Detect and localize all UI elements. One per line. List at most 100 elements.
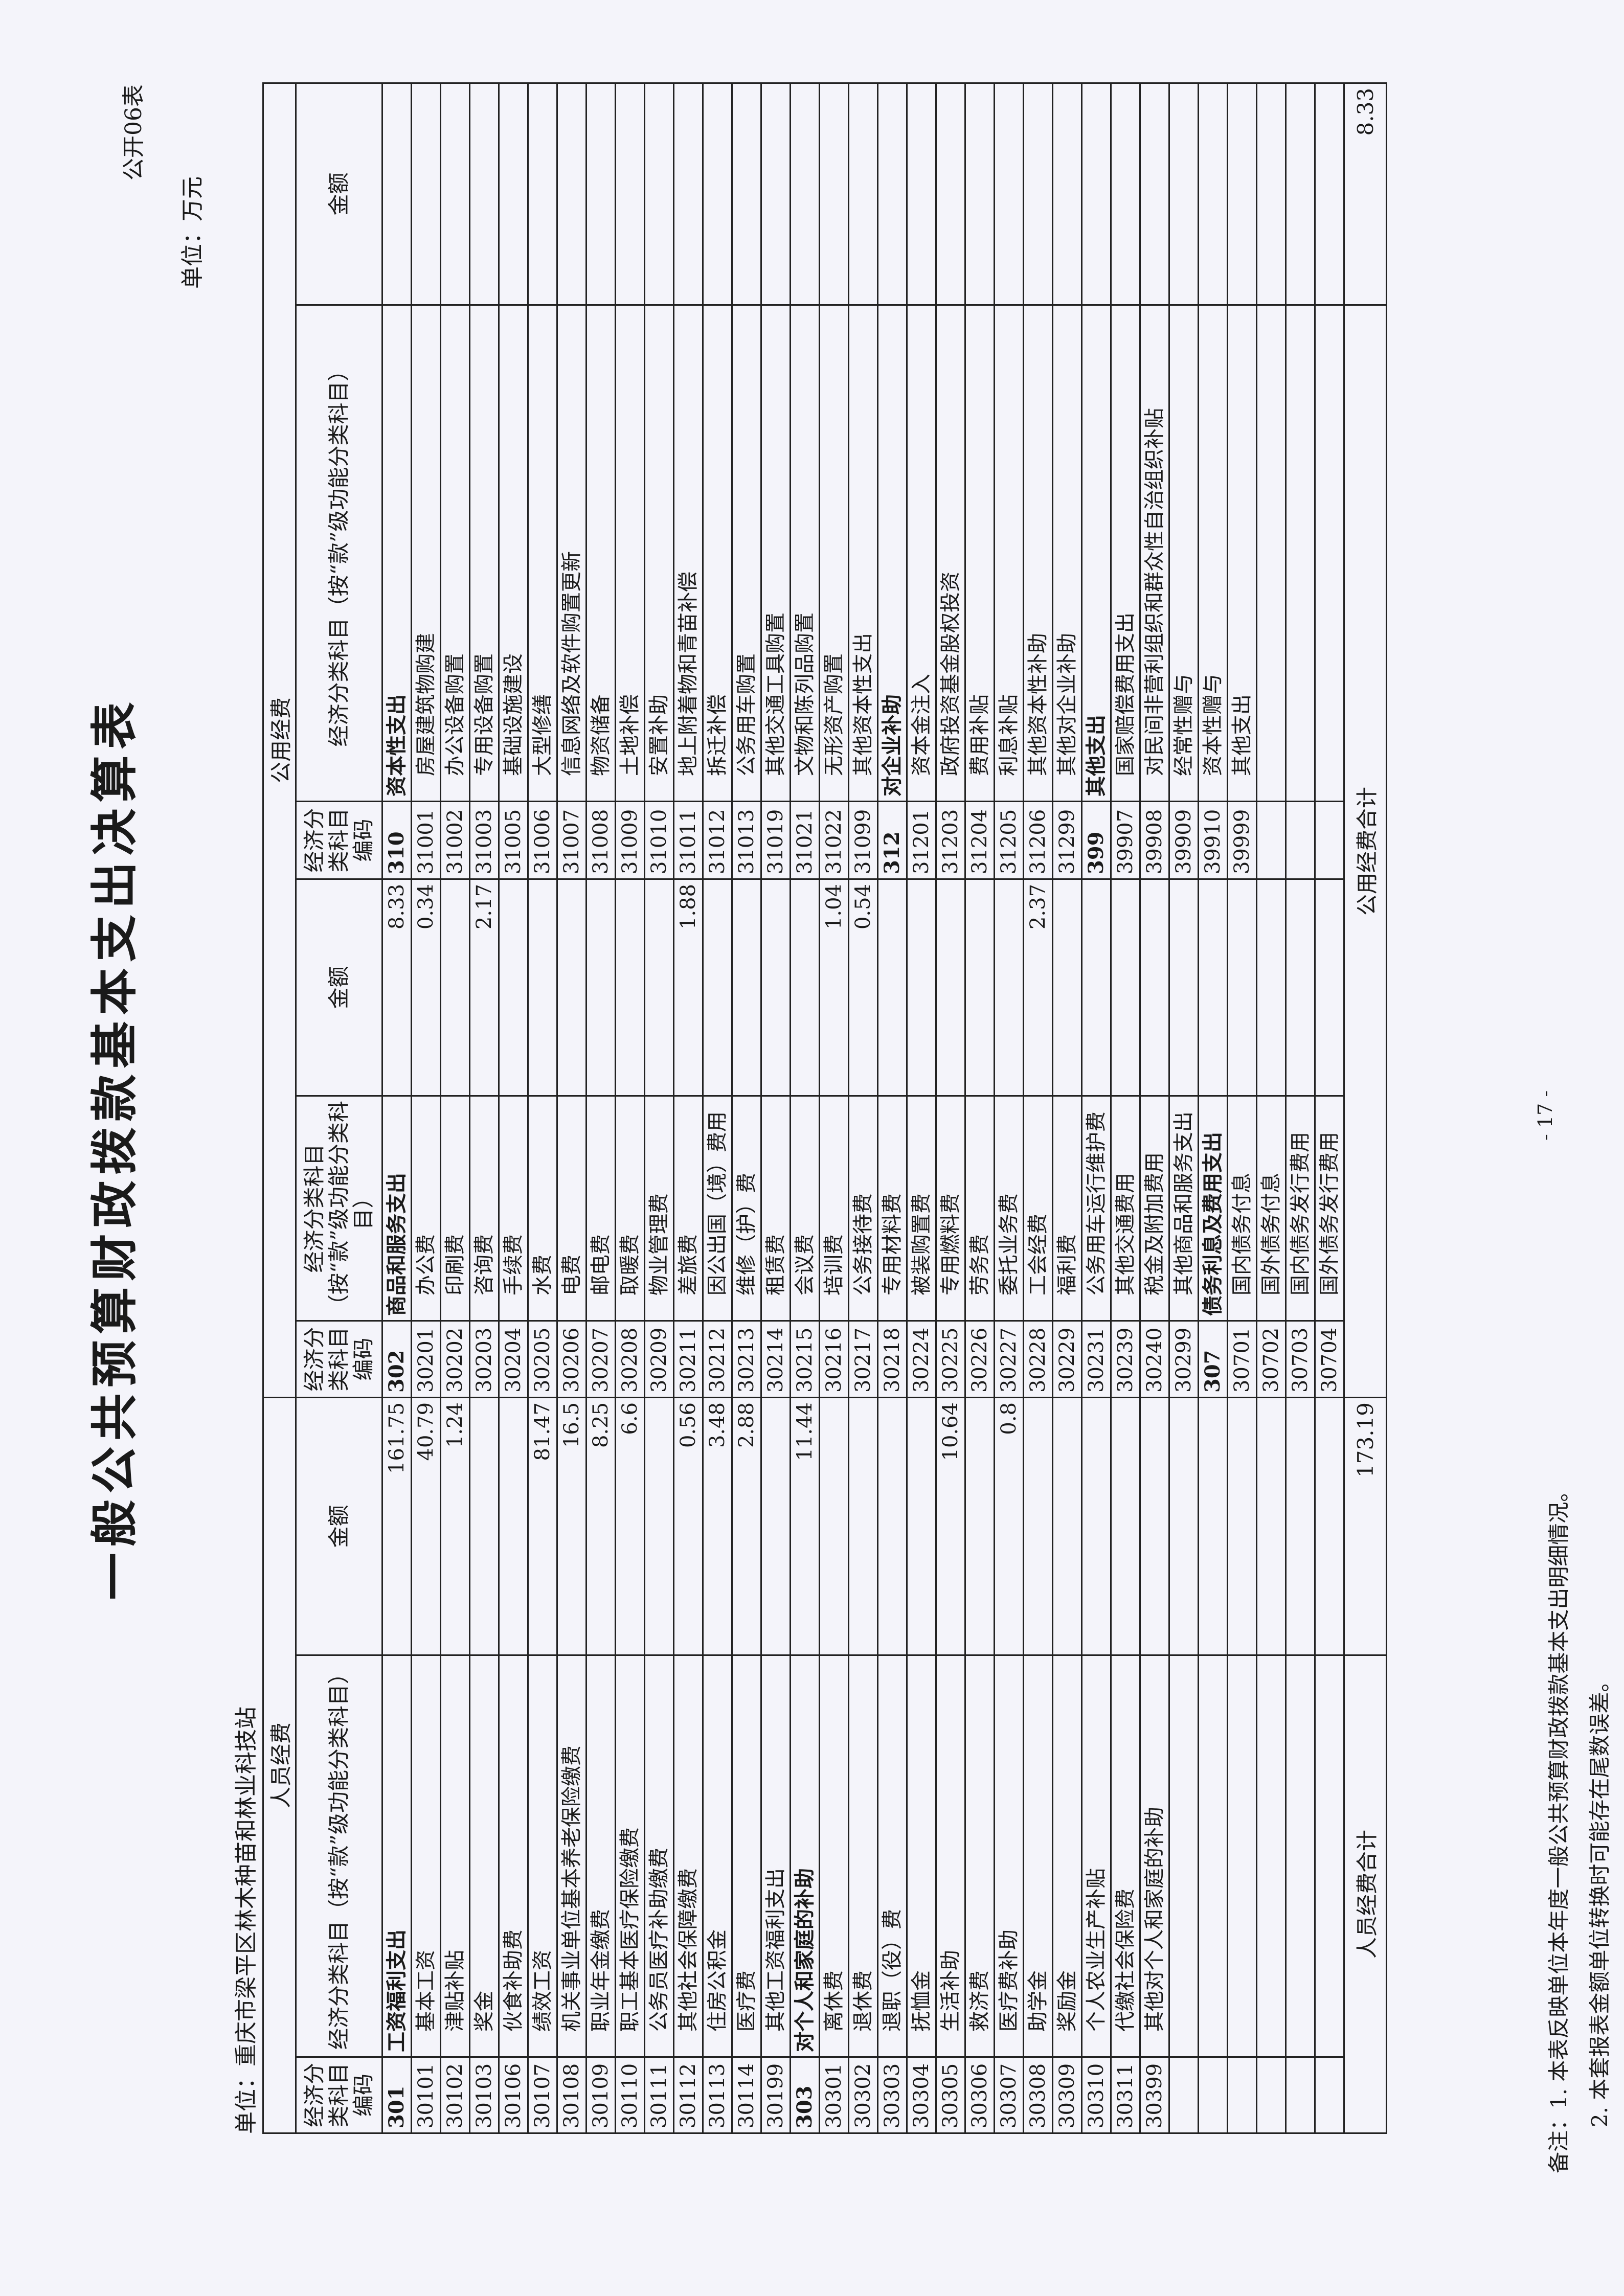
goods-services-name-cell: 国外债务付息	[1256, 1096, 1286, 1321]
goods-services-code-cell: 30702	[1256, 1321, 1286, 1398]
capital-name-cell: 政府投资基金股权投资	[936, 305, 965, 802]
capital-amount-cell	[1256, 83, 1286, 305]
note-line-1: 备注：1. 本表反映单位本年度一般公共预算财政拨款基本支出明细情况。	[1546, 1480, 1571, 2173]
personnel-name-cell: 代缴社会保险费	[1111, 1655, 1140, 2057]
personnel-code-cell: 30307	[994, 2057, 1024, 2133]
goods-services-code-cell: 30228	[1023, 1321, 1053, 1398]
page-title: 一般公共预算财政拨款基本支出决算表	[87, 696, 142, 1600]
goods-services-name-cell: 债务利息及费用支出	[1198, 1096, 1228, 1321]
goods-services-name-cell: 印刷费	[440, 1096, 470, 1321]
goods-services-code-cell: 30227	[994, 1321, 1024, 1398]
table-row: 30307 医疗费补助 0.8 30227 委托业务费 31205 利息补贴	[994, 83, 1024, 2133]
table-row: 30299 其他商品和服务支出 39909 经常性赠与	[1169, 83, 1199, 2133]
capital-amount-cell	[499, 83, 528, 305]
personnel-amount-cell	[469, 1397, 499, 1655]
public-total-value: 8.33	[1344, 83, 1387, 305]
capital-amount-cell	[1315, 83, 1344, 305]
capital-amount-cell	[528, 83, 557, 305]
personnel-amount-cell	[848, 1397, 878, 1655]
capital-amount-cell	[615, 83, 645, 305]
capital-code-cell: 31012	[703, 801, 732, 879]
capital-name-cell: 资本性赠与	[1198, 305, 1228, 802]
personnel-amount-cell	[1081, 1397, 1111, 1655]
capital-name-cell: 经常性赠与	[1169, 305, 1199, 802]
goods-services-name-cell: 咨询费	[469, 1096, 499, 1321]
personnel-code-cell: 30399	[1140, 2057, 1169, 2133]
goods-services-code-cell: 30208	[615, 1321, 645, 1398]
goods-services-amount-cell	[586, 879, 616, 1096]
goods-services-name-cell: 手续费	[499, 1096, 528, 1321]
capital-amount-cell	[644, 83, 674, 305]
capital-name-cell: 对民间非营利组织和群众性自治组织补贴	[1140, 305, 1169, 802]
capital-name-cell: 安置补助	[644, 305, 674, 802]
personnel-code-cell: 30304	[907, 2057, 936, 2133]
public-total-label: 公用经费合计	[1344, 305, 1387, 1398]
personnel-name-cell: 公务员医疗补助缴费	[644, 1655, 674, 2057]
goods-services-amount-cell	[1198, 879, 1228, 1096]
table-row: 30310 个人农业生产补贴 30231 公务用车运行维护费 399 其他支出	[1081, 83, 1111, 2133]
capital-name-cell: 费用补贴	[965, 305, 995, 802]
capital-name-cell: 文物和陈列品购置	[790, 305, 820, 802]
personnel-name-cell	[1315, 1655, 1344, 2057]
personnel-code-cell: 30111	[644, 2057, 674, 2133]
personnel-code-cell: 30107	[528, 2057, 557, 2133]
personnel-amount-cell: 0.56	[673, 1397, 703, 1655]
table-row: 30102 津贴补贴 1.24 30202 印刷费 31002 办公设备购置	[440, 83, 470, 2133]
table-row: 30399 其他对个人和家庭的补助 30240 税金及附加费用 39908 对民间非营利组…	[1140, 83, 1169, 2133]
table-row: 30114 医疗费 2.88 30213 维修（护）费 31013 公务用车购置	[732, 83, 761, 2133]
capital-amount-cell	[586, 83, 616, 305]
capital-code-cell: 312	[877, 801, 907, 879]
goods-services-code-cell: 30701	[1227, 1321, 1257, 1398]
goods-services-name-cell: 工会经费	[1023, 1096, 1053, 1321]
capital-amount-cell	[819, 83, 849, 305]
goods-services-name-cell: 培训费	[819, 1096, 849, 1321]
personnel-code-cell: 30301	[819, 2057, 849, 2133]
goods-services-amount-cell	[936, 879, 965, 1096]
capital-name-cell: 资本性支出	[382, 305, 412, 802]
goods-services-code-cell: 30704	[1315, 1321, 1344, 1398]
personnel-amount-cell	[877, 1397, 907, 1655]
goods-services-code-cell: 30217	[848, 1321, 878, 1398]
goods-services-name-cell: 国外债务发行费用	[1315, 1096, 1344, 1321]
personnel-code-cell: 30309	[1052, 2057, 1082, 2133]
capital-code-cell: 39908	[1140, 801, 1169, 879]
personnel-code-cell	[1285, 2057, 1315, 2133]
personnel-amount-cell: 40.79	[411, 1397, 441, 1655]
expenditure-table: 人员经费 公用经费 经济分类科目编码 经济分类科目（按“款”级功能分类科目） 金…	[262, 82, 1387, 2134]
personnel-name-cell: 津贴补贴	[440, 1655, 470, 2057]
personnel-code-cell	[1198, 2057, 1228, 2133]
capital-amount-cell	[761, 83, 791, 305]
goods-services-code-cell: 30212	[703, 1321, 732, 1398]
personnel-name-cell: 奖励金	[1052, 1655, 1082, 2057]
capital-amount-cell	[1023, 83, 1053, 305]
capital-amount-cell	[1198, 83, 1228, 305]
goods-services-name-cell: 邮电费	[586, 1096, 616, 1321]
personnel-code-cell: 30113	[703, 2057, 732, 2133]
capital-amount-cell	[673, 83, 703, 305]
personnel-name-cell: 住房公积金	[703, 1655, 732, 2057]
goods-services-amount-cell	[732, 879, 761, 1096]
goods-services-code-cell: 30206	[557, 1321, 587, 1398]
table-row: 30704 国外债务发行费用	[1315, 83, 1344, 2133]
personnel-total-label: 人员经费合计	[1344, 1655, 1387, 2133]
capital-code-cell: 31206	[1023, 801, 1053, 879]
goods-services-code-cell: 30213	[732, 1321, 761, 1398]
capital-code-cell: 31006	[528, 801, 557, 879]
capital-name-cell: 国家赔偿费用支出	[1111, 305, 1140, 802]
table-row: 30305 生活补助 10.64 30225 专用燃料费 31203 政府投资基金股权投资	[936, 83, 965, 2133]
goods-services-code-cell: 30207	[586, 1321, 616, 1398]
personnel-amount-cell	[1256, 1397, 1286, 1655]
table-row: 30311 代缴社会保险费 30239 其他交通费用 39907 国家赔偿费用支出	[1111, 83, 1140, 2133]
personnel-code-cell: 30306	[965, 2057, 995, 2133]
goods-services-code-cell: 30209	[644, 1321, 674, 1398]
capital-name-cell: 利息补贴	[994, 305, 1024, 802]
personnel-name-cell: 对个人和家庭的补助	[790, 1655, 820, 2057]
personnel-code-cell: 30112	[673, 2057, 703, 2133]
goods-services-code-cell: 30218	[877, 1321, 907, 1398]
table-row: 30103 奖金 30203 咨询费 2.17 31003 专用设备购置	[469, 83, 499, 2133]
goods-services-name-cell: 公务接待费	[848, 1096, 878, 1321]
capital-amount-cell	[469, 83, 499, 305]
table-row: 30107 绩效工资 81.47 30205 水费 31006 大型修缮	[528, 83, 557, 2133]
table-row: 303 对个人和家庭的补助 11.44 30215 会议费 31021 文物和陈列品购置	[790, 83, 820, 2133]
